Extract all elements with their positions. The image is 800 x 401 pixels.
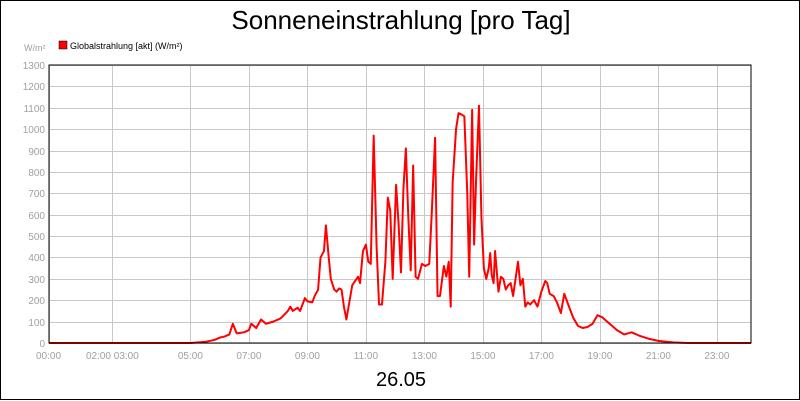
y-tick-label: 600 [28, 211, 45, 222]
x-tick-label: 13:00 [412, 351, 437, 362]
y-tick-label: 1300 [23, 61, 46, 72]
legend-swatch [58, 40, 68, 50]
plot-area [48, 64, 752, 344]
legend-entry: Globalstrahlung [akt] (W/m²) [70, 41, 183, 51]
x-tick-label: 00:00 [36, 351, 61, 362]
date-label: 26.05 [376, 369, 426, 391]
x-tick-label: 09:00 [295, 351, 320, 362]
plot-border [48, 64, 752, 344]
series-layer [49, 104, 751, 344]
axis-ticks: 0 100 200 300 400 500 600 700 800 900 1000 1100 1200… [23, 61, 730, 362]
y-tick-label: 800 [28, 168, 45, 179]
y-tick-label: 700 [28, 189, 45, 200]
x-tick-label: 11:00 [354, 351, 379, 362]
x-tick-label: 17:00 [529, 351, 554, 362]
x-tick-label: 07:00 [236, 351, 261, 362]
x-tick-label: 19:00 [587, 351, 612, 362]
x-tick-label: 02:00 03:00 [86, 351, 139, 362]
y-tick-label: 1000 [23, 125, 46, 136]
y-tick-label: 900 [28, 147, 45, 158]
y-tick-label: 0 [39, 339, 45, 350]
x-tick-label: 23:00 [704, 351, 729, 362]
y-tick-label: 200 [28, 296, 45, 307]
y-tick-label: 100 [28, 318, 45, 329]
chart-title: Sonneneinstrahlung [pro Tag] [231, 5, 570, 35]
y-axis-unit-label: W/m² [24, 43, 46, 53]
series-line-globalstrahlung [49, 104, 751, 344]
y-tick-label: 400 [28, 253, 45, 264]
x-tick-label: 21:00 [646, 351, 671, 362]
y-tick-label: 1100 [23, 104, 45, 115]
x-tick-label: 15:00 [470, 351, 495, 362]
y-tick-label: 1200 [23, 82, 46, 93]
x-tick-label: 05:00 [178, 351, 203, 362]
y-tick-label: 300 [28, 275, 45, 286]
y-tick-label: 500 [28, 232, 45, 243]
